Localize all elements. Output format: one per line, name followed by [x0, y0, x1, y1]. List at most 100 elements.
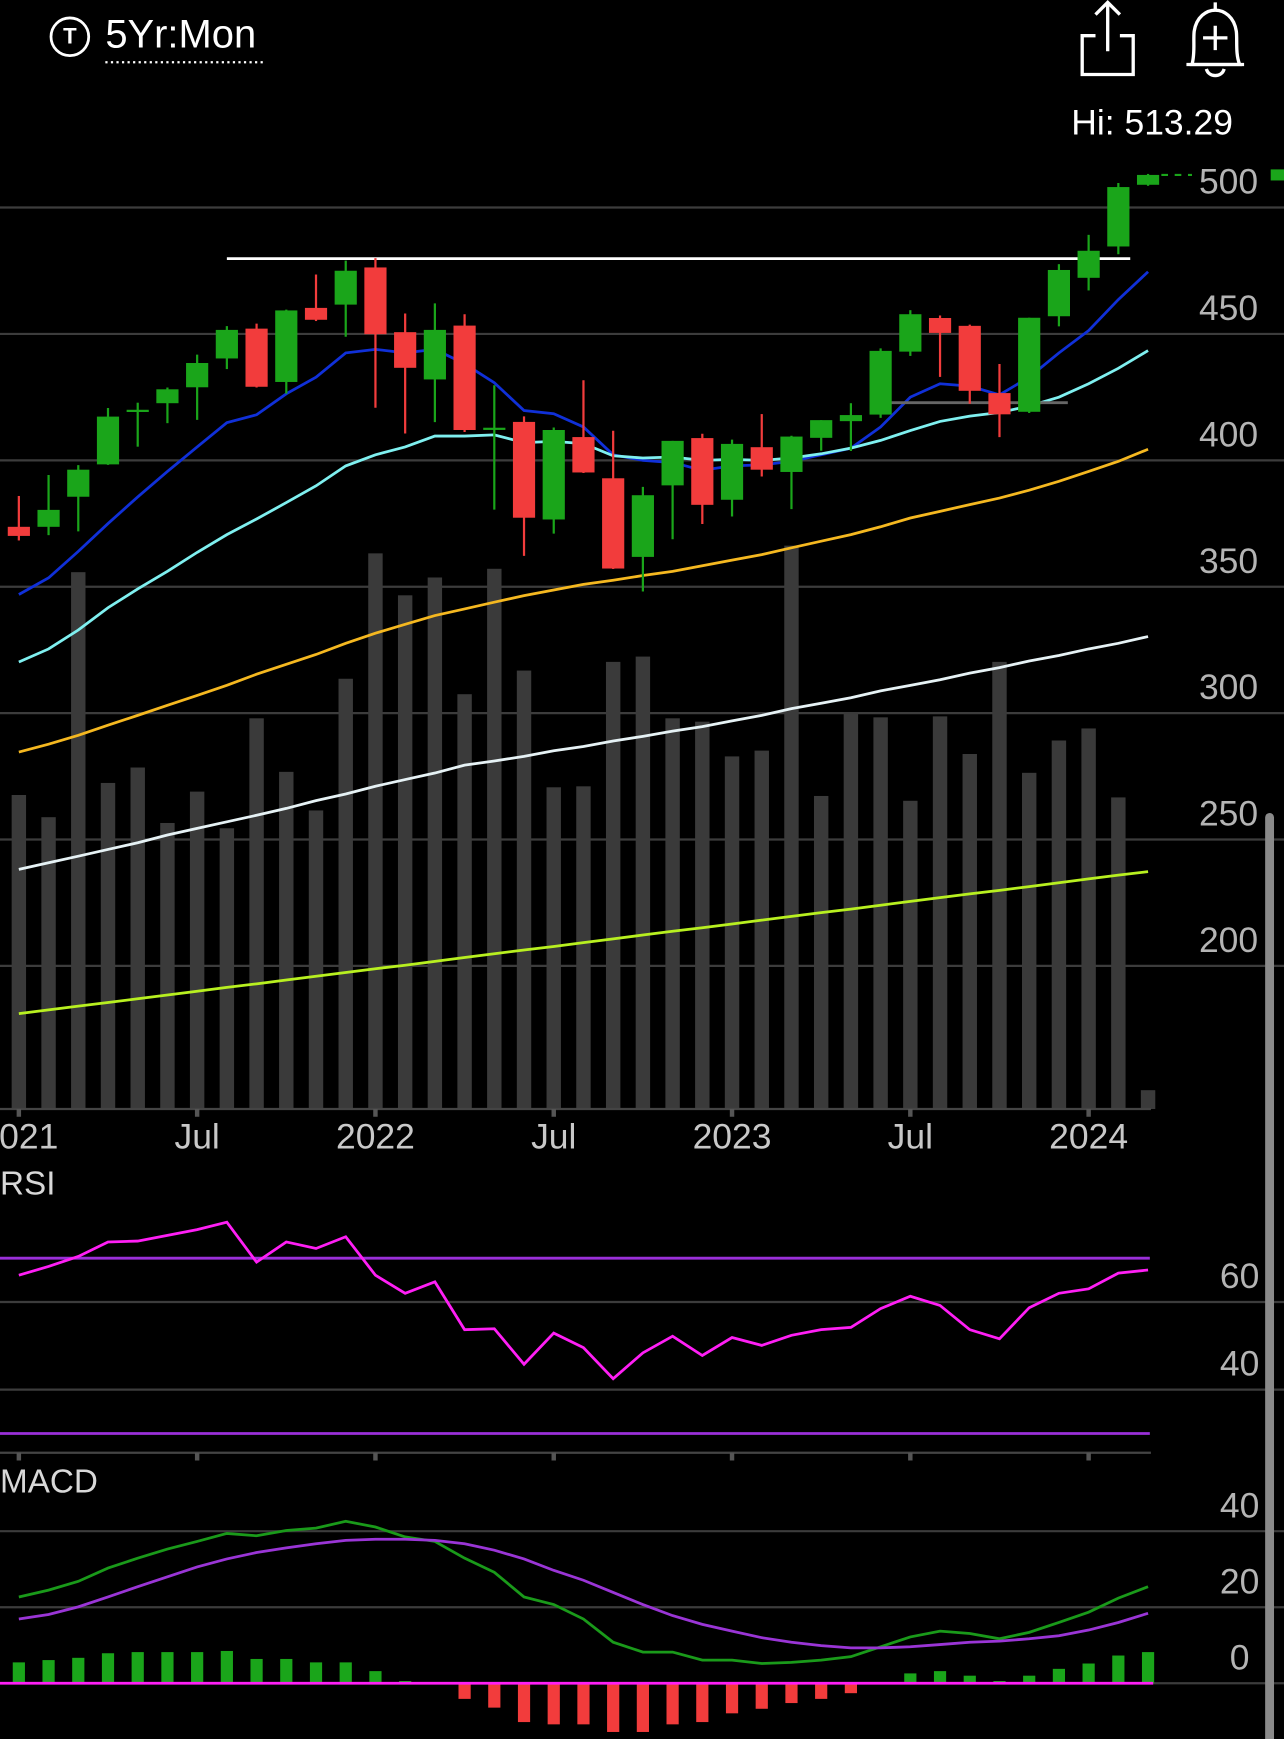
- macd-histogram-bar: [547, 1683, 560, 1725]
- volume-bar: [1140, 1090, 1156, 1110]
- x-tick-label: 2024: [1049, 1116, 1128, 1156]
- candle-body: [215, 329, 238, 359]
- macd-histogram-bar: [755, 1683, 768, 1709]
- macd-histogram-bar: [696, 1683, 709, 1723]
- moving-average: [18, 447, 1149, 754]
- scrollbar[interactable]: [1265, 812, 1275, 1739]
- period-selector[interactable]: T 5Yr:Mon: [49, 12, 267, 64]
- candle-body: [67, 469, 90, 497]
- volume-bar: [932, 716, 948, 1110]
- candle-body: [304, 307, 328, 320]
- macd-histogram-bar: [1023, 1675, 1036, 1684]
- volume-bar: [11, 795, 27, 1110]
- candle-body: [1047, 269, 1070, 317]
- x-tick-label: Jul: [174, 1116, 219, 1156]
- candle-body: [1136, 174, 1160, 185]
- y-tick-label: 40: [1220, 1485, 1259, 1525]
- macd-histogram-bar: [815, 1683, 828, 1699]
- candle-body: [96, 416, 120, 465]
- volume-bar: [695, 721, 710, 1110]
- candle-body: [275, 310, 298, 382]
- macd-histogram-bar: [785, 1683, 798, 1704]
- macd-line: [18, 1537, 1149, 1650]
- volume-bar: [487, 568, 502, 1110]
- macd-histogram-bar: [844, 1683, 857, 1694]
- moving-average: [18, 870, 1149, 1016]
- macd-histogram-bar: [963, 1675, 976, 1684]
- volume-bar: [813, 795, 829, 1110]
- candle-body: [720, 443, 744, 500]
- volume-bar: [71, 572, 86, 1110]
- macd-histogram-bar: [191, 1652, 204, 1684]
- candle-body: [156, 389, 179, 404]
- candle-body: [780, 436, 803, 472]
- candle-body: [245, 328, 268, 387]
- rsi-line: [18, 1220, 1149, 1381]
- candle-body: [394, 332, 417, 368]
- volume-bar: [784, 545, 799, 1110]
- candle-body: [691, 438, 714, 505]
- share-button[interactable]: [1080, 0, 1135, 77]
- symbol-icon: [49, 16, 91, 58]
- volume-bar: [368, 553, 383, 1110]
- volume-bar: [754, 750, 769, 1110]
- volume-bar: [338, 678, 353, 1110]
- macd-histogram-bar: [517, 1683, 531, 1723]
- candle-body: [958, 325, 981, 391]
- candle-body: [1107, 187, 1130, 247]
- volume-bar: [1021, 772, 1037, 1110]
- bell-body: [1189, 8, 1243, 67]
- macd-histogram-bar: [161, 1652, 174, 1684]
- volume-bar: [249, 718, 264, 1110]
- volume-bar: [457, 694, 472, 1110]
- volume-bar: [1081, 728, 1096, 1110]
- y-tick-label: 500: [1199, 162, 1258, 202]
- volume-bar: [516, 670, 532, 1110]
- macd-histogram-bar: [488, 1683, 501, 1708]
- bell-plus: [1186, 2, 1245, 78]
- macd-histogram-bar: [933, 1671, 947, 1684]
- macd-histogram-bar: [607, 1683, 620, 1732]
- volume-bar: [427, 577, 443, 1110]
- y-tick-label: 200: [1199, 920, 1258, 960]
- candle-body: [126, 409, 149, 412]
- candle-body: [453, 325, 476, 430]
- candle-body: [839, 415, 862, 422]
- high-label-text: Hi:: [1071, 103, 1114, 143]
- y-tick-label: 40: [1220, 1344, 1259, 1384]
- macd-histogram-bar: [904, 1673, 917, 1684]
- volume-bar: [160, 822, 175, 1110]
- x-tick-label: 2022: [336, 1116, 415, 1156]
- candle-body: [928, 318, 952, 333]
- candle-body: [37, 509, 60, 527]
- macd-line: [18, 1519, 1149, 1665]
- y-tick-label: 60: [1220, 1256, 1259, 1296]
- macd-histogram-bar: [636, 1683, 649, 1732]
- volume-bar: [279, 771, 294, 1110]
- macd-histogram-bar: [250, 1658, 263, 1684]
- macd-histogram-bar: [1112, 1655, 1125, 1684]
- x-tick-label: 2023: [693, 1116, 772, 1156]
- macd-histogram-bar: [101, 1653, 115, 1684]
- y-tick-label: 20: [1220, 1561, 1259, 1601]
- candle-body: [512, 421, 536, 518]
- candle-body: [1077, 250, 1100, 278]
- high-label: Hi: 513.29: [1071, 103, 1233, 143]
- macd-histogram-bar: [280, 1658, 293, 1684]
- volume-bar: [724, 756, 740, 1110]
- y-tick-label: 400: [1199, 414, 1258, 454]
- macd-histogram-bar: [458, 1683, 471, 1699]
- candle-body: [631, 495, 654, 557]
- moving-average: [18, 635, 1149, 871]
- panel-title: RSI: [0, 1165, 55, 1202]
- macd-histogram-bar: [1141, 1652, 1155, 1684]
- candle-body: [661, 440, 684, 486]
- volume-bar: [1111, 797, 1126, 1110]
- volume-bar: [219, 828, 235, 1110]
- volume-bar: [546, 787, 561, 1110]
- volume-bar: [903, 800, 918, 1110]
- volume-bar: [130, 767, 145, 1110]
- alert-button[interactable]: [1186, 2, 1245, 78]
- y-tick-label: 300: [1199, 667, 1258, 707]
- macd-histogram-bar: [339, 1662, 352, 1684]
